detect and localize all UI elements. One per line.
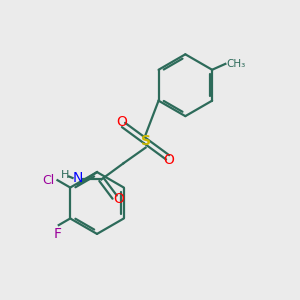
Text: O: O bbox=[114, 192, 124, 206]
Text: S: S bbox=[141, 134, 151, 148]
Text: O: O bbox=[117, 115, 128, 129]
Text: O: O bbox=[164, 153, 175, 167]
Text: F: F bbox=[53, 226, 61, 241]
Text: CH₃: CH₃ bbox=[227, 59, 246, 69]
Text: Cl: Cl bbox=[42, 174, 55, 187]
Text: H: H bbox=[60, 170, 69, 180]
Text: N: N bbox=[73, 171, 83, 185]
